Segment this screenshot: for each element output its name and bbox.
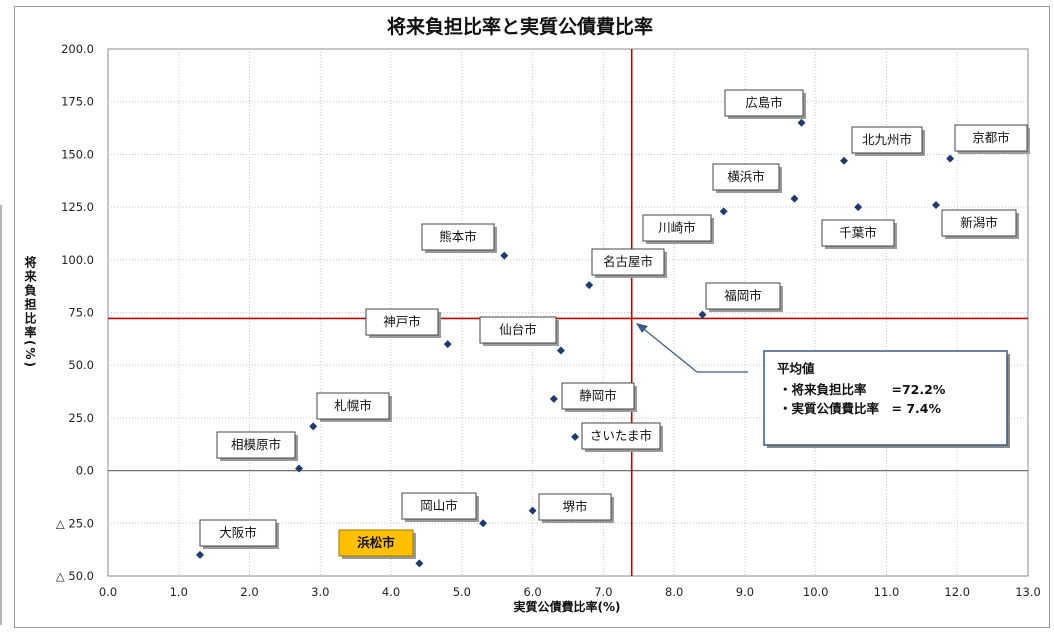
point-label-box (642, 214, 712, 242)
point-label: さいたま市 (590, 428, 652, 443)
point-label-box (851, 126, 923, 154)
point-label-box (401, 492, 477, 520)
legend-arrowhead (636, 323, 648, 333)
data-point (797, 118, 806, 127)
point-label-box (365, 308, 439, 336)
data-point (585, 281, 594, 290)
point-label-box (538, 493, 612, 521)
data-point (854, 203, 863, 212)
data-point (443, 340, 452, 349)
y-tick-label: 75.0 (68, 306, 94, 320)
point-label-box (724, 89, 804, 117)
chart-title: 将来負担比率と実質公債費比率 (387, 15, 653, 38)
x-tick-label: 1.0 (170, 585, 188, 599)
point-label: 相模原市 (231, 437, 281, 452)
point-label-box (591, 248, 665, 276)
y-tick-label: 0.0 (76, 464, 94, 478)
data-point (479, 519, 488, 528)
data-point (295, 464, 304, 473)
point-label: 北九州市 (862, 132, 912, 147)
data-point (556, 346, 565, 355)
point-label: 神戸市 (383, 314, 421, 329)
y-tick-label: 200.0 (61, 42, 94, 56)
point-label-box (316, 392, 390, 420)
data-point (698, 310, 707, 319)
x-tick-label: 3.0 (311, 585, 329, 599)
point-label-box (954, 124, 1028, 152)
point-label: 浜松市 (357, 535, 395, 550)
point-label: 福岡市 (724, 288, 762, 303)
data-point (946, 154, 955, 163)
y-axis-title: 将来負担比率(%) (23, 255, 37, 369)
point-label: 熊本市 (439, 229, 477, 244)
y-tick-label: 150.0 (61, 147, 94, 161)
data-point (415, 559, 424, 568)
data-point (196, 550, 204, 559)
point-label: 千葉市 (839, 225, 877, 240)
y-tick-label: △ 25.0 (56, 516, 94, 530)
legend-line: ・将来負担比率 =72.2% (779, 382, 946, 397)
left-divider (0, 205, 2, 625)
point-label-box (421, 223, 495, 251)
data-point (840, 156, 848, 165)
x-tick-label: 10.0 (803, 585, 829, 599)
point-label: 岡山市 (420, 498, 458, 513)
data-point (549, 394, 558, 403)
point-label-box (821, 219, 895, 247)
x-tick-label: 13.0 (1015, 585, 1041, 599)
x-tick-label: 11.0 (874, 585, 900, 599)
legend-line: ・実質公債費比率 = 7.4% (779, 401, 941, 416)
data-point (528, 506, 537, 515)
data-point (309, 422, 318, 431)
point-label-box (561, 382, 635, 410)
point-label-box (216, 431, 296, 459)
point-label: 仙台市 (499, 322, 537, 337)
point-label: 川崎市 (658, 220, 696, 235)
x-tick-label: 6.0 (523, 585, 541, 599)
data-point (719, 207, 728, 216)
x-axis-title: 実質公債費比率(%) (514, 599, 621, 614)
point-label: 名古屋市 (603, 254, 653, 269)
y-tick-label: △ 50.0 (56, 569, 94, 583)
x-tick-label: 9.0 (736, 585, 754, 599)
point-label-box (581, 422, 661, 450)
point-label-box (705, 282, 781, 310)
legend-title: 平均値 (777, 361, 815, 376)
point-label-box (338, 529, 414, 557)
x-tick-label: 4.0 (382, 585, 400, 599)
point-label-box (199, 519, 277, 547)
point-label-box (712, 163, 780, 191)
point-label: 新潟市 (960, 215, 998, 230)
y-tick-label: 25.0 (68, 411, 94, 425)
x-tick-label: 8.0 (665, 585, 683, 599)
point-label: 静岡市 (579, 388, 617, 403)
legend-pointer (639, 325, 698, 373)
point-label-box (479, 316, 557, 344)
x-tick-label: 5.0 (453, 585, 471, 599)
y-tick-label: 100.0 (61, 253, 94, 267)
point-label: 京都市 (972, 130, 1010, 145)
x-tick-label: 2.0 (240, 585, 258, 599)
x-tick-label: 12.0 (944, 585, 970, 599)
y-tick-label: 50.0 (68, 358, 94, 372)
data-point (571, 432, 580, 441)
data-point (932, 200, 940, 209)
data-point (500, 251, 509, 260)
x-tick-label: 7.0 (594, 585, 612, 599)
y-tick-label: 175.0 (61, 95, 94, 109)
point-label: 札幌市 (334, 398, 372, 413)
average-legend-box (763, 350, 1008, 446)
y-tick-label: 125.0 (61, 200, 94, 214)
data-point (790, 194, 799, 203)
point-label: 横浜市 (727, 169, 765, 184)
point-label-box (941, 209, 1017, 237)
point-label: 広島市 (745, 95, 783, 110)
point-label: 堺市 (562, 499, 587, 514)
point-label: 大阪市 (219, 525, 257, 540)
x-tick-label: 0.0 (99, 585, 117, 599)
